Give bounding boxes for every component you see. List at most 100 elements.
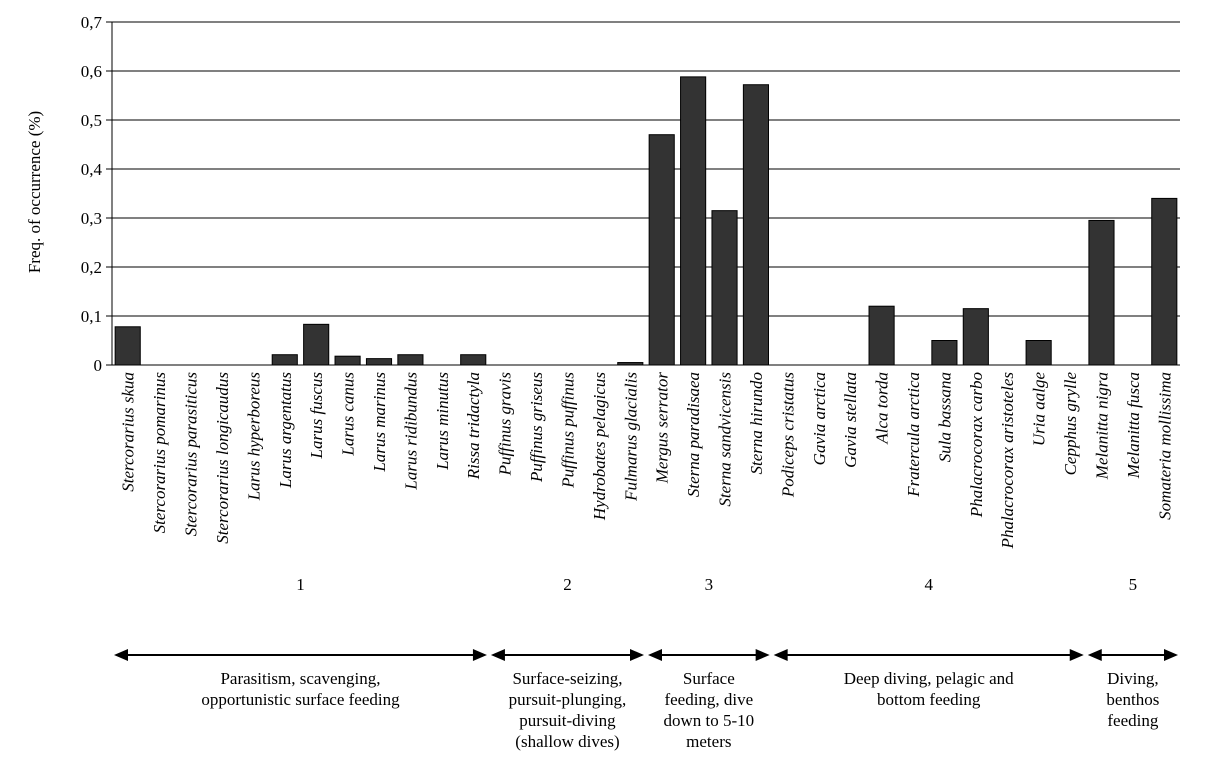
bar	[271, 354, 298, 366]
category-label: Gavia arctica	[810, 372, 829, 465]
bar	[397, 354, 424, 366]
category-label: Stercorarius skua	[119, 372, 138, 492]
category-label: Alca torda	[873, 372, 892, 445]
category-label: Puffinus puffinus	[558, 372, 577, 489]
category-label: Phalacrocorax carbo	[967, 372, 986, 518]
category-label: Larus minutus	[433, 372, 452, 471]
y-tick-label: 0	[94, 356, 103, 375]
category-label: Sterna sandvicensis	[716, 372, 735, 507]
bar	[648, 134, 675, 366]
y-tick-label: 0,3	[81, 209, 102, 228]
group-description-line: Diving,	[1107, 669, 1158, 688]
category-label: Rissa tridactyla	[464, 372, 483, 480]
bar	[931, 340, 958, 366]
group-arrow-head-right	[1069, 649, 1084, 661]
category-label: Mergus serrator	[653, 372, 672, 485]
category-label: Melanitta nigra	[1092, 372, 1111, 480]
y-tick-label: 0,2	[81, 258, 102, 277]
group-description: Surface-seizing, pursuit-plunging, pursuit…	[509, 669, 627, 751]
group-arrow-head-left	[114, 649, 128, 661]
category-label: Fulmarus glacialis	[621, 372, 640, 502]
gridlines	[112, 21, 1180, 317]
category-label: Podiceps cristatus	[778, 372, 797, 499]
group-arrow-head-right	[1164, 649, 1178, 661]
group-description-line: bottom feeding	[877, 690, 981, 709]
group-description-line: (shallow dives)	[515, 732, 619, 751]
category-label: Puffinus griseus	[527, 372, 546, 483]
group-description-line: Surface-seizing,	[512, 669, 622, 688]
group-description-line: Surface	[683, 669, 735, 688]
group-number: 3	[705, 575, 714, 594]
group-arrow-head-left	[773, 649, 788, 661]
group-description-line: opportunistic surface feeding	[201, 690, 400, 709]
bar	[1025, 340, 1052, 366]
y-tick-label: 0,6	[81, 62, 102, 81]
category-label: Sula bassana	[935, 372, 954, 462]
group-description-line: down to 5-10	[663, 711, 754, 730]
category-label: Gavia stellata	[841, 372, 860, 468]
category-labels: Stercorarius skua Stercorarius pomarinus S…	[119, 372, 1175, 550]
group-number: 1	[296, 575, 305, 594]
category-label: Stercorarius parasiticus	[182, 372, 201, 537]
group-description: Diving, benthos feeding	[1106, 669, 1159, 730]
y-tick-label: 0,4	[81, 160, 103, 179]
category-label: Stercorarius longicaudus	[213, 372, 232, 544]
group-description-line: meters	[686, 732, 731, 751]
bar	[1151, 197, 1178, 366]
group-number: 4	[924, 575, 933, 594]
axes	[106, 21, 1180, 366]
bar	[114, 326, 141, 366]
group-arrow-head-right	[630, 649, 644, 661]
group-description-line: Parasitism, scavenging,	[220, 669, 380, 688]
category-label: Larus canus	[339, 372, 358, 457]
group-description-line: feeding, dive	[664, 690, 753, 709]
category-label: Sterna paradisaea	[684, 372, 703, 497]
bar	[680, 76, 707, 366]
category-label: Hydrobates pelagicus	[590, 372, 609, 521]
group-number: 5	[1129, 575, 1138, 594]
group-arrow-head-right	[755, 649, 770, 661]
bar	[303, 323, 330, 366]
y-tick-label: 0,7	[81, 13, 103, 32]
feeding-groups: 1 Parasitism, scavenging, opportunistic su…	[114, 575, 1178, 751]
category-label: Puffinus gravis	[496, 372, 515, 477]
category-label: Larus ridibundus	[401, 372, 420, 491]
bar	[711, 210, 738, 366]
bar	[742, 84, 770, 366]
bar	[365, 358, 393, 366]
y-axis-label: Freq. of occurrence (%)	[25, 111, 44, 273]
category-label: Cepphus grylle	[1061, 372, 1080, 476]
category-label: Larus argentatus	[276, 372, 295, 489]
group-description-line: pursuit-plunging,	[509, 690, 627, 709]
category-label: Larus marinus	[370, 372, 389, 473]
group-description: Deep diving, pelagic and bottom feeding	[844, 669, 1014, 709]
category-label: Stercorarius pomarinus	[150, 372, 169, 534]
bar	[460, 354, 487, 366]
y-tick-label: 0,5	[81, 111, 102, 130]
group-description-line: benthos	[1106, 690, 1159, 709]
group-arrow-head-right	[472, 649, 487, 661]
y-tick-labels: 0 0,1 0,2 0,3 0,4 0,5 0,6 0,7	[81, 13, 103, 375]
group-arrow-head-left	[648, 649, 662, 661]
category-label: Larus hyperboreus	[244, 372, 263, 502]
category-label: Phalacrocorax aristoteles	[998, 372, 1017, 550]
bar	[962, 308, 989, 366]
group-description: Surface feeding, dive down to 5-10 meters	[663, 669, 754, 751]
category-label: Melanitta fusca	[1124, 372, 1143, 479]
group-description: Parasitism, scavenging, opportunistic sur…	[201, 669, 400, 709]
category-label: Larus fuscus	[307, 372, 326, 460]
bar	[1088, 219, 1115, 366]
group-arrow-head-left	[1087, 649, 1102, 661]
group-number: 2	[563, 575, 572, 594]
bar	[868, 305, 895, 366]
group-arrow-head-left	[490, 649, 505, 661]
group-description-line: pursuit-diving	[519, 711, 616, 730]
bars	[114, 76, 1178, 366]
y-tick-label: 0,1	[81, 307, 102, 326]
category-label: Uria aalge	[1030, 372, 1049, 447]
category-label: Sterna hirundo	[747, 372, 766, 474]
category-label: Fratercula arctica	[904, 372, 923, 498]
group-description-line: feeding	[1107, 711, 1158, 730]
category-label: Somateria mollissima	[1155, 372, 1174, 520]
